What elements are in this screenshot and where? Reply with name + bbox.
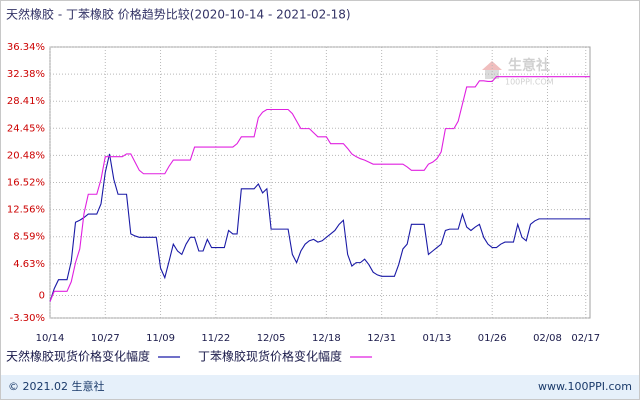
- x-tick-label: 02/17: [571, 333, 600, 344]
- y-tick-label: 16.52%: [7, 178, 45, 189]
- x-tick-label: 10/14: [36, 333, 65, 344]
- y-tick-label: 36.34%: [7, 42, 45, 53]
- grid: [49, 46, 590, 319]
- y-tick-label: 4.63%: [13, 259, 45, 270]
- legend-label: 天然橡胶现货价格变化幅度: [6, 349, 150, 364]
- series-line: [49, 76, 590, 302]
- x-tick-label: 11/09: [146, 333, 175, 344]
- x-tick-label: 01/13: [423, 333, 452, 344]
- x-tick-label: 12/31: [367, 333, 396, 344]
- y-tick-label: 8.59%: [13, 232, 45, 243]
- y-tick-label: 24.45%: [7, 123, 45, 134]
- chart-title: 天然橡胶 - 丁苯橡胶 价格趋势比较(2020-10-14 - 2021-02-…: [6, 7, 351, 22]
- legend-label: 丁苯橡胶现货价格变化幅度: [198, 349, 342, 364]
- series-line: [49, 153, 590, 302]
- series-lines: [49, 76, 590, 302]
- legend: 天然橡胶现货价格变化幅度 丁苯橡胶现货价格变化幅度: [6, 349, 373, 364]
- watermark-brand: 生意社: [508, 57, 550, 74]
- y-tick-label: 20.48%: [7, 150, 45, 161]
- x-tick-label: 10/27: [91, 333, 120, 344]
- y-tick-label: -3.30%: [10, 313, 45, 324]
- y-tick-label: 12.56%: [7, 205, 45, 216]
- y-tick-label: 28.41%: [7, 96, 45, 107]
- watermark-site: 100PPI.COM: [505, 78, 554, 87]
- footer-bar: [1, 375, 639, 399]
- y-tick-label: 0: [39, 290, 45, 301]
- x-tick-label: 01/26: [478, 333, 507, 344]
- x-tick-label: 11/22: [201, 333, 230, 344]
- footer-site: www.100PPI.com: [538, 380, 632, 393]
- x-tick-label: 12/18: [312, 333, 341, 344]
- x-tick-label: 02/08: [533, 333, 562, 344]
- y-tick-label: 32.38%: [7, 69, 45, 80]
- footer-copyright: © 2021.02 生意社: [8, 379, 104, 393]
- x-tick-label: 12/05: [257, 333, 286, 344]
